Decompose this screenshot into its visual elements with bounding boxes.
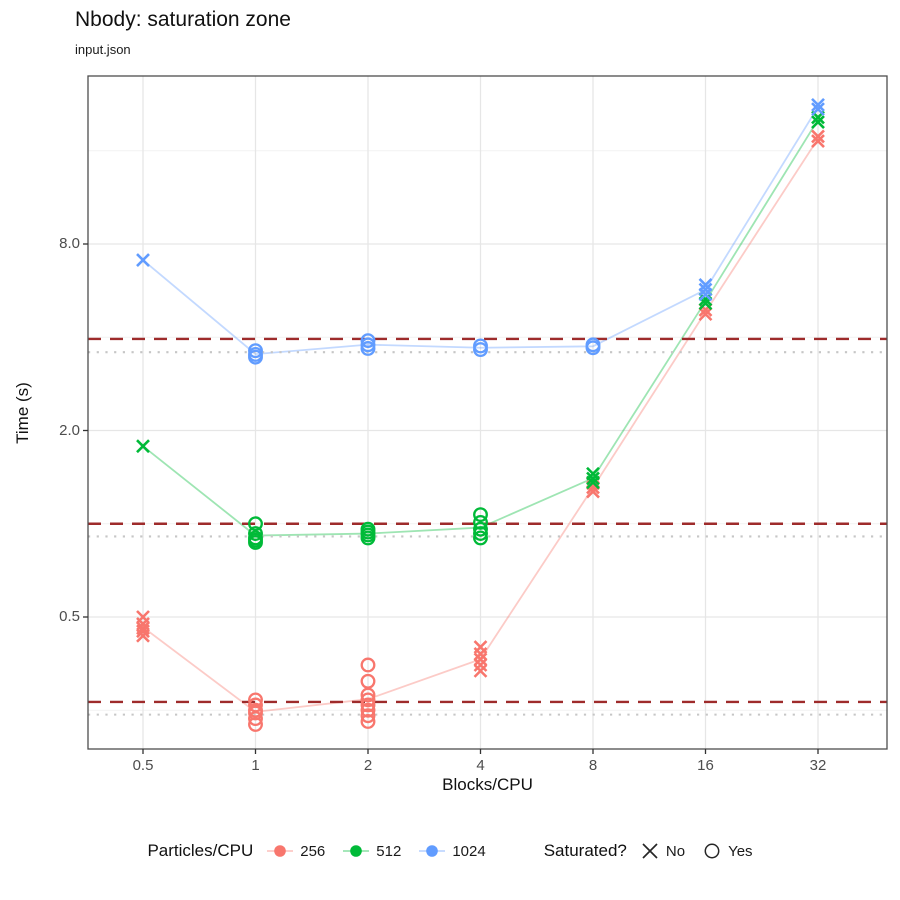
legend-item-saturated-yes: Yes — [701, 841, 753, 861]
data-point-x-512 — [586, 475, 600, 490]
color-legend: Particles/CPU 256 512 1024 — [147, 841, 485, 861]
data-point-x-256 — [698, 307, 713, 322]
x-tick-label: 0.5 — [132, 757, 154, 774]
data-point-x-1024 — [136, 253, 150, 267]
data-point-x-256 — [473, 658, 488, 672]
legend-item-saturated-no: No — [639, 841, 685, 861]
data-point-circle-256 — [360, 697, 376, 713]
x-tick-label: 8 — [588, 757, 598, 774]
y-tick-label: 0.5 — [59, 608, 80, 625]
data-point-circle-256 — [360, 714, 376, 729]
data-point-circle-512 — [473, 507, 488, 523]
y-tick-label: 2.0 — [59, 421, 80, 439]
data-point-circle-512 — [473, 530, 488, 546]
legend-label: 256 — [300, 842, 326, 860]
data-point-x-512 — [136, 439, 150, 454]
x-axis-title: Blocks/CPU — [442, 775, 533, 794]
x-tick-label: 1 — [251, 757, 260, 774]
data-point-circle-1024 — [473, 342, 488, 358]
x-tick-label: 32 — [809, 757, 827, 774]
legend-item-512: 512 — [341, 841, 401, 861]
data-point-x-256 — [136, 628, 150, 643]
legend-label: 512 — [376, 842, 402, 860]
data-point-circle-512 — [473, 521, 488, 537]
data-point-x-512 — [811, 115, 825, 130]
color-legend-title: Particles/CPU — [147, 841, 254, 860]
data-point-x-1024 — [811, 102, 825, 117]
shape-legend: Saturated? No Yes — [544, 841, 753, 861]
x-shape-icon — [642, 843, 658, 859]
data-point-x-1024 — [698, 282, 713, 297]
legend-key-icon-256 — [267, 845, 294, 857]
data-point-x-1024 — [811, 97, 825, 112]
panel-border — [87, 75, 888, 750]
data-point-circle-1024 — [248, 349, 263, 365]
data-point-x-512 — [586, 471, 600, 486]
data-point-x-256 — [811, 134, 825, 148]
data-point-x-256 — [136, 624, 150, 639]
legend-label: No — [665, 842, 686, 860]
data-point-circle-512 — [248, 535, 263, 550]
data-point-circle-256 — [360, 692, 376, 708]
legend-key-icon-1024 — [419, 845, 446, 857]
legend-item-256: 256 — [265, 841, 325, 861]
data-point-circle-512 — [473, 526, 488, 541]
data-point-circle-512 — [248, 516, 263, 532]
data-point-circle-1024 — [360, 333, 376, 349]
data-point-x-256 — [473, 647, 488, 661]
legend-key-icon-512 — [343, 845, 370, 857]
data-point-x-256 — [473, 663, 488, 678]
chart-title: Nbody: saturation zone — [75, 8, 291, 31]
plot-panel — [88, 76, 887, 749]
data-point-x-256 — [473, 652, 488, 667]
data-point-circle-1024 — [360, 341, 376, 356]
legend-label: Yes — [728, 842, 753, 860]
data-point-circle-512 — [473, 514, 488, 530]
data-point-circle-1024 — [585, 340, 601, 356]
legend-item-1024: 1024 — [417, 841, 486, 861]
data-point-x-256 — [811, 129, 825, 144]
data-point-circle-256 — [360, 687, 376, 703]
shape-legend-title: Saturated? — [543, 841, 627, 860]
x-tick-label: 4 — [476, 757, 485, 774]
data-point-circle-256 — [360, 657, 376, 673]
x-tick-label: 16 — [697, 757, 714, 774]
data-point-circle-256 — [248, 716, 263, 732]
legend-label: 1024 — [452, 842, 486, 860]
data-point-circle-256 — [248, 711, 263, 727]
legend: Particles/CPU 256 512 1024 Saturated? No Ye… — [0, 841, 900, 861]
data-point-circle-256 — [360, 708, 376, 724]
circle-shape-icon — [704, 843, 720, 859]
chart-subtitle: input.json — [75, 42, 131, 57]
y-tick-label: 8.0 — [59, 235, 80, 252]
data-point-circle-256 — [360, 702, 376, 718]
y-axis-title: Time (s) — [13, 382, 32, 444]
data-point-circle-512 — [360, 530, 376, 546]
data-point-circle-512 — [248, 526, 263, 541]
x-tick-label: 2 — [363, 757, 373, 774]
data-point-x-1024 — [698, 287, 713, 302]
